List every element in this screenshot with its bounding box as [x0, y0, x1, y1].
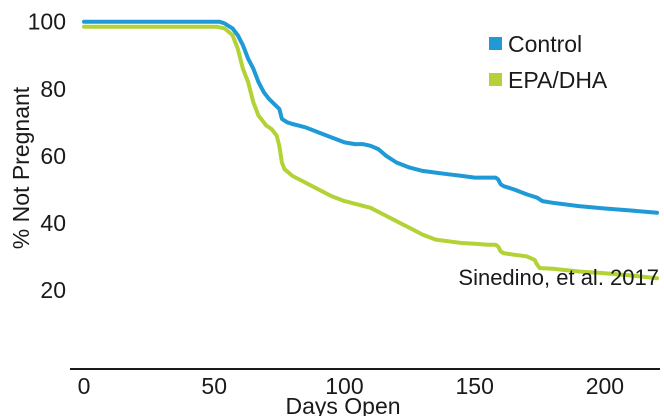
- legend-swatch: [489, 73, 502, 86]
- y-tick-label: 80: [40, 76, 66, 102]
- series-layer: [82, 19, 659, 281]
- legend: Control EPA/DHA: [489, 31, 608, 93]
- series-line-epa-dha: [82, 24, 659, 281]
- x-tick-label: 200: [586, 373, 624, 399]
- legend-label: EPA/DHA: [508, 67, 608, 93]
- y-tick-label: 60: [40, 143, 66, 169]
- citation-annotation: Sinedino, et al. 2017: [458, 265, 659, 290]
- legend-label: Control: [508, 31, 582, 57]
- x-tick-label: 150: [455, 373, 493, 399]
- x-tick-label: 50: [201, 373, 227, 399]
- y-tick-label: 20: [40, 277, 66, 303]
- x-axis: 0 50 100 150 200: [70, 368, 660, 399]
- y-axis: 20 40 60 80 100: [28, 9, 66, 303]
- x-tick-label: 0: [78, 373, 91, 399]
- legend-swatch: [489, 37, 502, 50]
- y-tick-label: 100: [28, 9, 66, 35]
- x-axis-title: Days Open: [285, 393, 400, 416]
- y-axis-title: % Not Pregnant: [8, 86, 34, 249]
- x-tick-label: 100: [325, 373, 363, 399]
- series-line-control: [82, 19, 659, 215]
- y-tick-label: 40: [40, 210, 66, 236]
